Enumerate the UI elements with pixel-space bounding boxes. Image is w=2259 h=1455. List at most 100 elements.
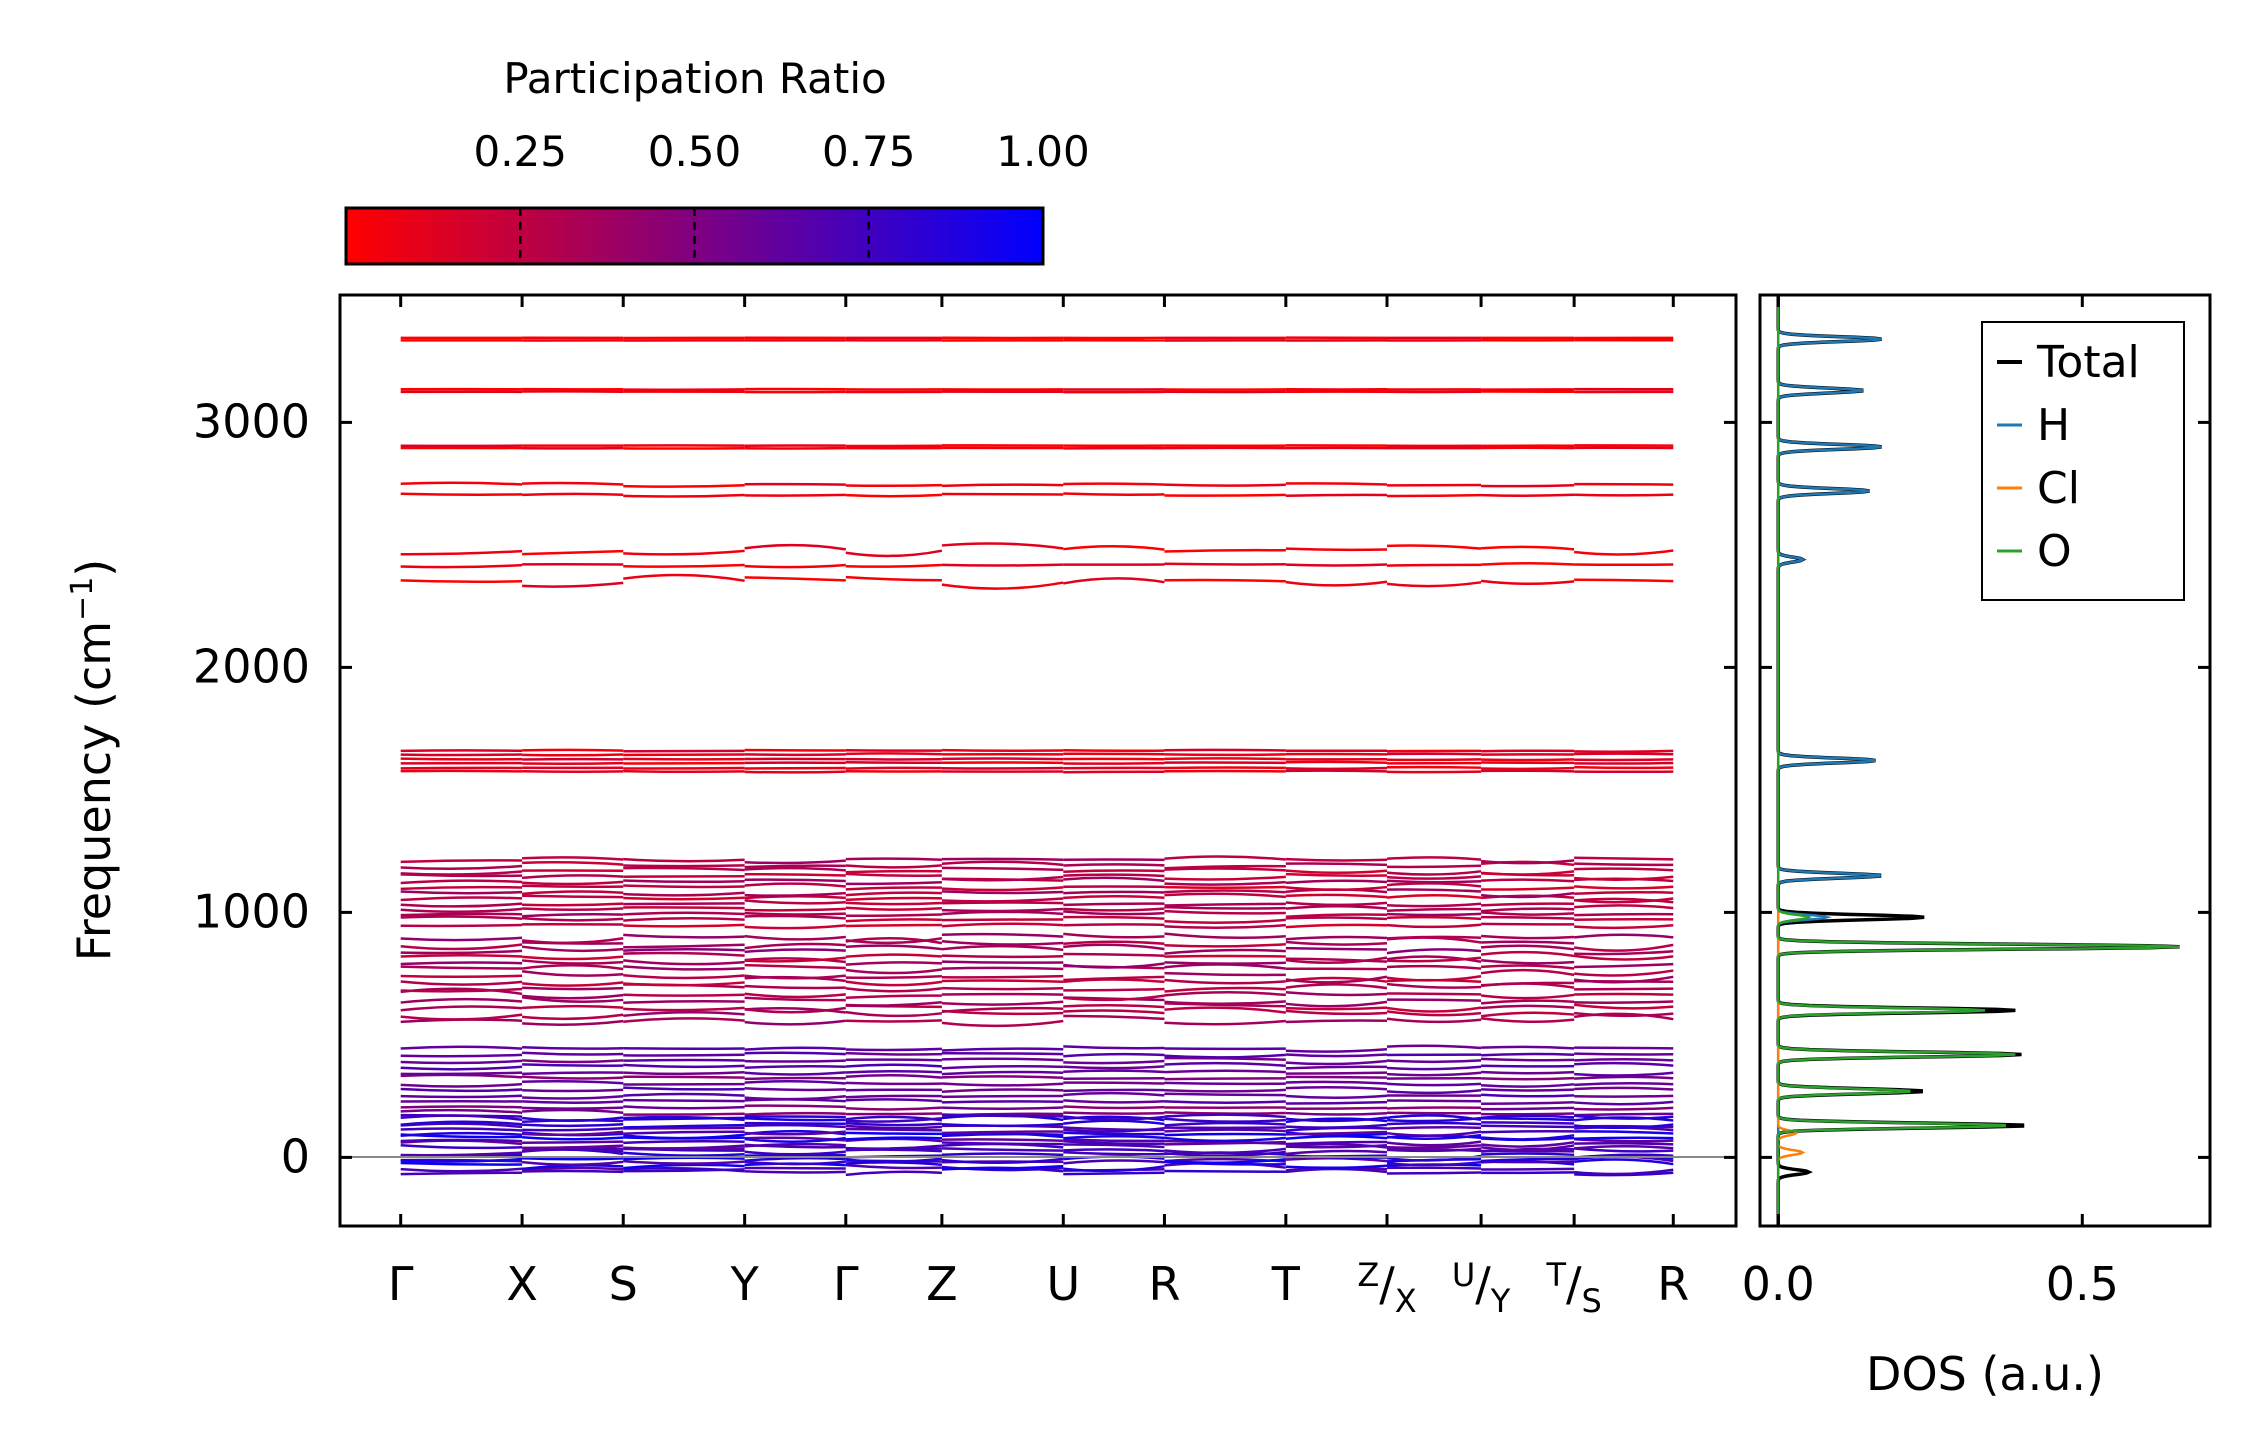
phonon-band-mid	[1285, 935, 1388, 941]
phonon-band-mid	[941, 974, 1064, 979]
phonon-band-acoustic	[1386, 1126, 1482, 1130]
phonon-band-mid	[744, 872, 846, 877]
phonon-band-mid	[521, 890, 624, 896]
phonon-band-acoustic	[941, 1141, 1064, 1146]
phonon-band-mid	[1164, 986, 1286, 993]
phonon-band-mid	[1285, 879, 1388, 885]
phonon-band-low	[941, 1094, 1064, 1099]
phonon-band-mid	[845, 891, 942, 897]
phonon-band-low	[1574, 1046, 1674, 1050]
phonon-band-acoustic	[744, 1123, 846, 1129]
phonon-band-mid	[521, 955, 624, 961]
phonon-band-mid	[521, 964, 624, 971]
phonon-band-low	[1481, 1057, 1575, 1062]
phonon-band-acoustic	[1574, 1138, 1674, 1143]
phonon-band-mid	[845, 1019, 942, 1023]
phonon-band-mid	[400, 1013, 523, 1021]
phonon-band-acoustic	[1574, 1141, 1674, 1146]
phonon-band-acoustic	[1063, 1165, 1165, 1173]
phonon-band-mid	[845, 901, 942, 906]
phonon-band-low	[1285, 1053, 1388, 1058]
phonon-band-high	[1285, 580, 1388, 587]
phonon-band-mid	[941, 1006, 1064, 1013]
phonon-band-acoustic	[623, 1140, 745, 1145]
phonon-band-acoustic	[1574, 1123, 1674, 1130]
phonon-band-mid	[845, 918, 942, 923]
phonon-band-mid	[744, 891, 846, 897]
phonon-band-low	[1285, 1080, 1388, 1085]
phonon-band-mid	[400, 907, 523, 914]
phonon-band-high	[1164, 483, 1286, 487]
phonon-band-mid	[400, 890, 523, 895]
phonon-band-low	[744, 1071, 846, 1076]
phonon-band-high	[744, 576, 846, 582]
phonon-band-low	[941, 1057, 1064, 1062]
phonon-band-mid	[1063, 987, 1165, 992]
phonon-band-bend	[400, 757, 523, 761]
phonon-band-mid	[623, 864, 745, 868]
phonon-band-acoustic	[623, 1126, 745, 1130]
phonon-band-high	[1480, 579, 1575, 586]
phonon-band-mid	[400, 912, 523, 917]
phonon-band-mid	[623, 993, 745, 997]
phonon-band-high	[1164, 562, 1286, 566]
phonon-band-mid	[1574, 897, 1674, 904]
phonon-band-acoustic	[941, 1157, 1064, 1164]
phonon-band-mid	[1574, 867, 1674, 872]
phonon-band-mid	[1063, 1014, 1165, 1021]
phonon-band-acoustic	[941, 1164, 1064, 1170]
phonon-band-mid	[1164, 875, 1286, 881]
phonon-band-mid	[744, 948, 846, 954]
phonon-band-acoustic	[1480, 1114, 1575, 1119]
phonon-band-acoustic	[1480, 1144, 1575, 1152]
phonon-band-mid	[1386, 948, 1482, 955]
legend-frame	[1981, 321, 2185, 601]
y-tick-label: 2000	[193, 639, 310, 693]
phonon-band-low	[941, 1047, 1064, 1052]
phonon-band-low	[1285, 1086, 1388, 1091]
phonon-band-high	[845, 483, 942, 488]
phonon-band-low	[845, 1106, 942, 1111]
phonon-band-mid	[1386, 912, 1482, 917]
phonon-band-acoustic	[623, 1163, 745, 1170]
phonon-band-mid	[845, 968, 943, 975]
phonon-band-bend	[1285, 769, 1388, 773]
phonon-band-acoustic	[1386, 1161, 1482, 1167]
phonon-band-mid	[1574, 987, 1674, 991]
phonon-band-mid	[521, 916, 624, 922]
y-tick-label: 1000	[193, 884, 310, 938]
phonon-band-mid	[744, 907, 846, 912]
phonon-band-mid	[521, 937, 624, 945]
phonon-band-low	[1164, 1092, 1286, 1097]
phonon-band-mid	[845, 913, 942, 918]
phonon-band-low	[1574, 1075, 1674, 1080]
phonon-band-bend	[400, 753, 523, 757]
phonon-band-mid	[1481, 878, 1575, 883]
phonon-band-high	[1574, 549, 1674, 556]
dos-x-tick-label: 0.0	[1742, 1257, 1815, 1311]
phonon-band-acoustic	[1574, 1114, 1674, 1120]
phonon-band-acoustic	[1386, 1171, 1482, 1175]
phonon-band-high	[744, 493, 846, 497]
phonon-band-acoustic	[1481, 1124, 1575, 1129]
phonon-band-mid	[1285, 923, 1388, 929]
phonon-band-acoustic	[941, 1152, 1064, 1157]
phonon-band-mid	[623, 891, 745, 897]
phonon-band-low	[1481, 1064, 1575, 1068]
k-point-label: Z/X	[1357, 1256, 1416, 1320]
phonon-band-low	[1574, 1086, 1674, 1091]
phonon-band-low	[1574, 1061, 1674, 1067]
phonon-band-low	[1285, 1071, 1388, 1075]
phonon-band-bend	[1285, 760, 1388, 764]
phonon-band-low	[623, 1071, 745, 1076]
phonon-band-mid	[400, 885, 523, 891]
phonon-band-mid	[941, 901, 1064, 905]
phonon-band-mid	[1164, 902, 1286, 907]
phonon-band-acoustic	[1164, 1169, 1286, 1174]
phonon-band-low	[522, 1079, 624, 1085]
phonon-band-acoustic	[1285, 1144, 1388, 1149]
phonon-band-low	[941, 1075, 1064, 1080]
phonon-band-mid	[1386, 875, 1482, 880]
phonon-band-bend	[522, 748, 624, 752]
phonon-band-low	[1481, 1076, 1575, 1081]
